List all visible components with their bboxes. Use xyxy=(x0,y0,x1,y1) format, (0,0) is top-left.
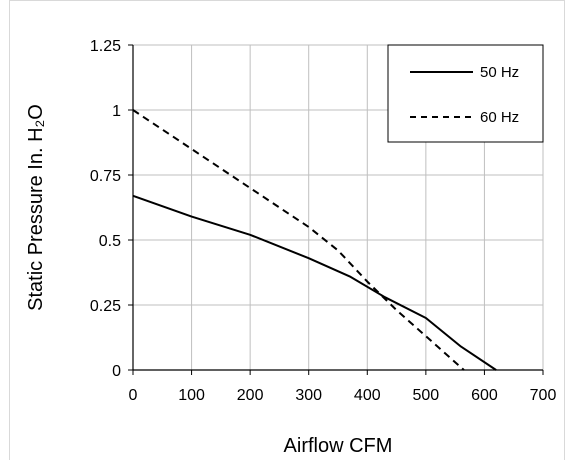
y-tick-label: 1 xyxy=(112,103,121,120)
x-axis-title: Airflow CFM xyxy=(284,435,393,457)
x-tick-label: 700 xyxy=(530,387,557,404)
series-lines xyxy=(132,109,497,371)
y-tick-label: 1.25 xyxy=(90,38,121,55)
x-tick-label: 100 xyxy=(178,387,205,404)
x-tick-label: 400 xyxy=(354,387,381,404)
x-tick-label: 600 xyxy=(471,387,498,404)
y-tick-label: 0.75 xyxy=(90,168,121,185)
y-axis-title: Static Pressure In. H₂O xyxy=(25,104,47,311)
y-tick-label: 0.5 xyxy=(99,233,121,250)
x-tick-label: 0 xyxy=(129,387,138,404)
tick-labels: 0 100 200 300 400 500 600 700 0 0.25 0.5 0.75 1 1.25 xyxy=(90,38,557,404)
axes xyxy=(128,44,544,375)
legend-label-50hz: 50 Hz xyxy=(480,64,519,81)
x-tick-label: 300 xyxy=(295,387,322,404)
legend: 50 Hz 60 Hz xyxy=(387,44,544,143)
legend-box xyxy=(387,44,544,143)
x-tick-label: 500 xyxy=(413,387,440,404)
y-tick-label: 0.25 xyxy=(90,298,121,315)
x-tick-label: 200 xyxy=(237,387,264,404)
legend-label-60hz: 60 Hz xyxy=(480,109,519,126)
chart-frame xyxy=(9,0,565,460)
series-line-50hz xyxy=(132,194,497,371)
y-tick-label: 0 xyxy=(112,363,121,380)
